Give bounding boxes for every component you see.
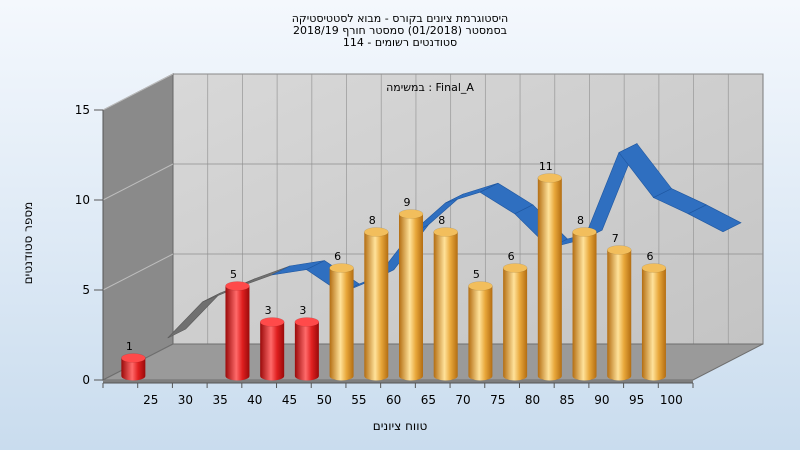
bar-top: [398, 209, 424, 219]
bar-value-label: 3: [265, 304, 272, 317]
bar-body: [329, 268, 354, 381]
bar-body: [572, 232, 597, 381]
x-tick-label: 95: [629, 393, 644, 407]
histogram-bar: [121, 353, 146, 381]
floor-edge: [103, 380, 693, 383]
histogram-bar: [364, 227, 389, 381]
bar-body: [607, 250, 632, 381]
histogram-bar: [468, 281, 493, 381]
bar-value-label: 6: [334, 250, 341, 263]
trend-ribbon-segment: [687, 204, 742, 233]
side-grid-line: [102, 253, 174, 291]
assignment-annotation: במשימה : Final_A: [386, 81, 474, 94]
x-tick-label: 25: [143, 393, 158, 407]
bar-body: [641, 268, 666, 381]
x-tick-label: 35: [212, 393, 227, 407]
side-grid-line: [102, 73, 174, 111]
histogram-bar: [294, 317, 320, 381]
bar-top: [259, 317, 285, 327]
histogram-bar: [433, 227, 458, 381]
bar-body: [468, 286, 493, 381]
bar-top: [572, 227, 597, 237]
chart-title-line-1: היסטוגרמת ציונים בקורס - מבוא לסטטיסטיקה: [291, 12, 509, 25]
side-wall: [102, 73, 174, 381]
bar-body: [260, 322, 285, 381]
histogram-bar: [225, 281, 250, 381]
bar-value-label: 6: [646, 250, 653, 263]
y-tick-label: 15: [75, 103, 90, 117]
x-tick-label: 40: [247, 393, 262, 407]
bar-top: [502, 263, 528, 273]
bar-top: [537, 173, 563, 183]
x-tick-label: 45: [282, 393, 297, 407]
bar-body: [503, 268, 528, 381]
bar-body: [399, 214, 423, 381]
y-axis-label: מספר סטודנטים: [21, 201, 35, 285]
x-tick-label: 65: [421, 393, 436, 407]
bar-top: [225, 281, 250, 291]
histogram-bar: [606, 245, 632, 381]
bar-top: [121, 353, 146, 363]
x-tick-label: 30: [178, 393, 193, 407]
bar-top: [329, 263, 354, 273]
bar-top: [364, 227, 389, 237]
histogram-bar: [259, 317, 285, 381]
chart-title-line-2: בסמסטר (01/2018) סמסטר חורף 2018/19: [293, 24, 507, 37]
y-tick-label: 5: [82, 283, 90, 297]
bar-value-label: 8: [438, 214, 445, 227]
x-tick-label: 90: [594, 393, 609, 407]
histogram-bar: [329, 263, 354, 381]
x-tick-label: 55: [351, 393, 366, 407]
bar-value-label: 3: [299, 304, 306, 317]
bar-value-label: 7: [612, 232, 619, 245]
bar-value-label: 9: [404, 196, 411, 209]
bar-top: [606, 245, 632, 255]
histogram-bar: [398, 209, 424, 381]
bar-value-label: 1: [126, 340, 133, 353]
bar-value-label: 8: [369, 214, 376, 227]
histogram-bar: [641, 263, 667, 381]
bar-body: [294, 322, 319, 381]
histogram-bar: [502, 263, 528, 381]
x-tick-label: 50: [317, 393, 332, 407]
bar-body: [121, 358, 146, 381]
back-wall: [172, 73, 764, 345]
y-tick-label: 10: [75, 193, 90, 207]
bar-body: [364, 232, 389, 381]
bar-body: [433, 232, 458, 381]
x-tick-label: 100: [660, 393, 683, 407]
bar-body: [225, 286, 250, 381]
bar-value-label: 11: [539, 160, 553, 173]
x-tick-label: 70: [455, 393, 470, 407]
x-tick-label: 75: [490, 393, 505, 407]
x-tick-label: 85: [560, 393, 575, 407]
bar-value-label: 5: [473, 268, 480, 281]
x-axis-label: טווח ציונים: [372, 419, 428, 433]
bar-value-label: 8: [577, 214, 584, 227]
bar-top: [294, 317, 320, 327]
side-grid-line: [102, 163, 174, 201]
bar-top: [468, 281, 493, 291]
histogram-bar: [572, 227, 597, 381]
bar-body: [537, 178, 562, 381]
chart-title-line-3: סטודנטים רשומים - 114: [342, 36, 458, 49]
bar-top: [433, 227, 458, 237]
bar-top: [641, 263, 667, 273]
x-tick-label: 60: [386, 393, 401, 407]
histogram-bar: [537, 173, 563, 381]
y-tick-label: 0: [82, 373, 90, 387]
bar-value-label: 6: [508, 250, 515, 263]
bar-value-label: 5: [230, 268, 237, 281]
x-tick-label: 80: [525, 393, 540, 407]
